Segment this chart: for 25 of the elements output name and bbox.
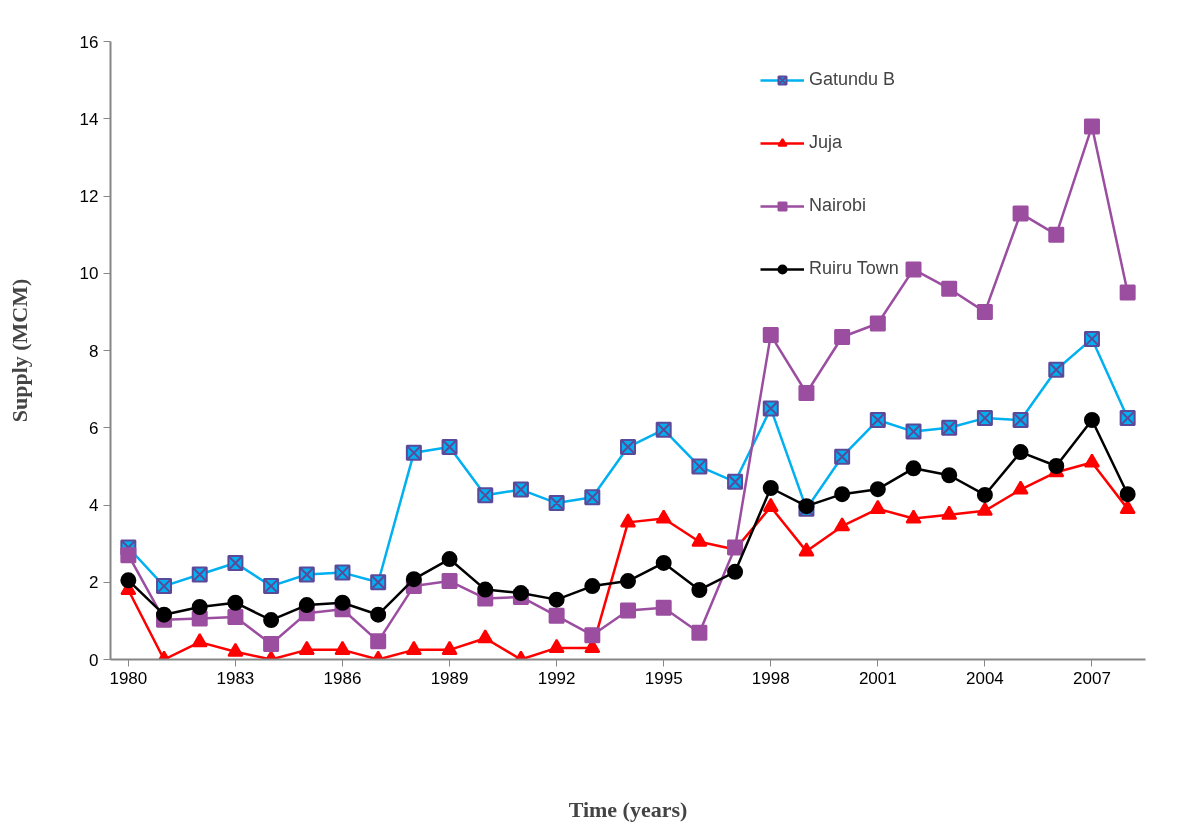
y-tick-label: 8 xyxy=(89,341,99,361)
y-tick-label: 2 xyxy=(89,573,99,593)
x-tick-label: 1980 xyxy=(109,668,148,688)
y-tick-label: 0 xyxy=(89,650,99,670)
x-tick-label: 2004 xyxy=(965,668,1004,688)
x-tick-label: 1986 xyxy=(323,668,362,688)
x-tick-label: 2007 xyxy=(1073,668,1111,688)
x-axis-title: Time (years) xyxy=(568,796,688,822)
legend-label: Nairobi xyxy=(809,195,867,216)
legend-label: Juja xyxy=(809,132,843,153)
x-tick-label: 1992 xyxy=(537,668,576,688)
x-tick-label: 1995 xyxy=(644,668,683,688)
x-tick-label: 1983 xyxy=(216,668,255,688)
y-tick-label: 14 xyxy=(79,109,99,129)
legend-label: Ruiru Town xyxy=(809,258,899,279)
y-tick-label: 10 xyxy=(79,264,99,284)
x-tick-label: 1989 xyxy=(430,668,469,688)
y-tick-label: 6 xyxy=(89,418,99,438)
y-tick-label: 12 xyxy=(79,187,99,206)
y-tick-label: 4 xyxy=(89,496,99,515)
x-tick-label: 1998 xyxy=(751,668,790,688)
y-tick-label: 16 xyxy=(79,32,99,52)
legend-label: Gatundu B xyxy=(809,69,896,90)
y-axis-title: Supply (MCM) xyxy=(6,278,32,423)
x-tick-label: 2001 xyxy=(858,668,897,688)
